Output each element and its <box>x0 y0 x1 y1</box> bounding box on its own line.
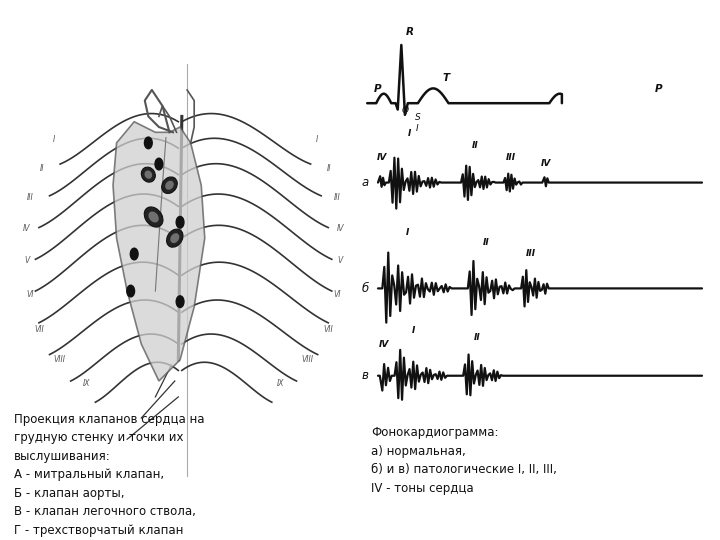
Text: III: III <box>333 193 341 202</box>
Polygon shape <box>113 122 204 381</box>
Text: II: II <box>472 141 478 150</box>
Text: VII: VII <box>323 325 333 334</box>
Ellipse shape <box>127 285 135 297</box>
Ellipse shape <box>176 296 184 307</box>
Text: Фонокардиограмма:
а) нормальная,
б) и в) патологические I, II, III,
IV - тоны се: Фонокардиограмма: а) нормальная, б) и в)… <box>371 426 557 495</box>
Ellipse shape <box>144 207 163 227</box>
Text: VI: VI <box>333 291 341 299</box>
Text: II: II <box>474 333 481 342</box>
Text: S: S <box>415 113 420 122</box>
Text: II: II <box>40 164 44 173</box>
Text: VI: VI <box>26 291 34 299</box>
Text: P: P <box>374 84 381 93</box>
Ellipse shape <box>145 137 152 148</box>
Text: I: I <box>415 124 418 133</box>
Text: I: I <box>406 228 410 238</box>
Text: III: III <box>526 248 536 258</box>
Ellipse shape <box>166 229 183 247</box>
Text: I: I <box>412 326 415 335</box>
Text: IX: IX <box>83 379 90 388</box>
Ellipse shape <box>148 212 158 222</box>
Ellipse shape <box>130 248 138 260</box>
Text: P: P <box>655 84 662 93</box>
Text: б: б <box>362 282 369 295</box>
Ellipse shape <box>162 177 177 193</box>
Text: IV: IV <box>337 224 345 233</box>
Ellipse shape <box>141 167 156 182</box>
Text: I: I <box>53 136 55 145</box>
Text: VII: VII <box>35 325 44 334</box>
Text: III: III <box>27 193 34 202</box>
Text: V: V <box>337 256 342 265</box>
Text: VIII: VIII <box>53 355 66 364</box>
Text: IV: IV <box>377 153 387 163</box>
Text: в: в <box>362 369 369 382</box>
Ellipse shape <box>170 233 179 243</box>
Text: IV: IV <box>540 159 551 167</box>
Ellipse shape <box>165 181 174 190</box>
Text: V: V <box>25 256 30 265</box>
Text: I: I <box>408 129 411 138</box>
Ellipse shape <box>155 158 163 170</box>
Text: Q: Q <box>402 106 408 114</box>
Ellipse shape <box>176 217 184 228</box>
Ellipse shape <box>145 171 152 179</box>
Text: III: III <box>506 153 516 163</box>
Text: VIII: VIII <box>302 355 314 364</box>
Text: IV: IV <box>379 340 389 349</box>
Text: T: T <box>442 73 449 83</box>
Text: IV: IV <box>22 224 30 233</box>
Text: I: I <box>316 136 318 145</box>
Text: II: II <box>482 238 489 247</box>
Text: R: R <box>405 28 414 37</box>
Text: а: а <box>362 176 369 189</box>
Text: IX: IX <box>277 379 284 388</box>
Text: Проекция клапанов сердца на
грудную стенку и точки их
выслушивания:
А - митральн: Проекция клапанов сердца на грудную стен… <box>14 413 204 537</box>
Text: II: II <box>326 164 331 173</box>
